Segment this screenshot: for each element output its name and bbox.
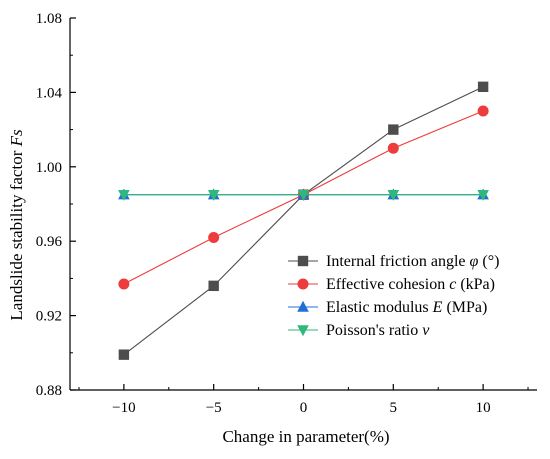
legend-label: Internal friction angle φ (°) bbox=[326, 253, 499, 270]
y-axis-title-text: Landslide stability factor bbox=[7, 146, 26, 320]
legend-text: Internal friction angle bbox=[326, 253, 470, 270]
data-point bbox=[477, 81, 489, 93]
x-axis-title: Change in parameter(%) bbox=[222, 427, 389, 446]
y-tick-label: 1.08 bbox=[36, 11, 62, 27]
x-tick-label: 0 bbox=[300, 400, 308, 416]
legend-symbol: v bbox=[422, 322, 430, 339]
y-axis-title-symbol: Fs bbox=[7, 129, 26, 147]
legend-text: Elastic modulus bbox=[326, 299, 433, 316]
legend-label: Poisson's ratio v bbox=[326, 322, 430, 339]
data-point bbox=[118, 190, 130, 201]
legend-symbol: c bbox=[449, 276, 456, 293]
data-point bbox=[208, 280, 219, 292]
legend-item: Poisson's ratio v bbox=[288, 322, 430, 339]
x-tick-label: 10 bbox=[476, 400, 491, 416]
data-point bbox=[387, 142, 399, 154]
legend-label: Elastic modulus E (MPa) bbox=[326, 299, 487, 316]
legend-item: Internal friction angle φ (°) bbox=[288, 253, 499, 270]
legend-label: Effective cohesion c (kPa) bbox=[326, 276, 495, 293]
legend-marker bbox=[297, 255, 309, 267]
legend-marker bbox=[297, 325, 309, 337]
y-tick-label: 0.88 bbox=[36, 383, 62, 399]
data-point bbox=[207, 190, 220, 201]
data-point bbox=[297, 190, 310, 201]
legend-text: (MPa) bbox=[442, 299, 487, 316]
data-point bbox=[388, 124, 399, 135]
legend-symbol: φ bbox=[470, 253, 479, 270]
data-point bbox=[387, 190, 400, 201]
x-tick-label: −10 bbox=[112, 400, 135, 416]
legend-item: Elastic modulus E (MPa) bbox=[288, 299, 487, 316]
y-tick-label: 1.04 bbox=[36, 85, 63, 101]
legend-text: Effective cohesion bbox=[326, 276, 449, 293]
x-tick-label: −5 bbox=[206, 400, 222, 416]
legend-symbol: E bbox=[432, 299, 443, 316]
legend-text: (kPa) bbox=[456, 276, 495, 293]
series-4 bbox=[118, 190, 489, 201]
axes: 0.88 0.92 0.96 1.00 1.04 1.08 −10 −5 0 5 10 bbox=[36, 11, 537, 416]
data-point bbox=[477, 105, 489, 117]
data-point bbox=[208, 231, 220, 243]
y-tick-label: 0.96 bbox=[36, 234, 63, 250]
y-axis-title: Landslide stability factor Fs bbox=[7, 129, 26, 321]
data-point bbox=[118, 349, 130, 360]
legend-text: (°) bbox=[478, 253, 499, 270]
chart-marks bbox=[118, 81, 489, 360]
legend: Internal friction angle φ (°) Effective c… bbox=[288, 253, 499, 339]
x-tick-label: 5 bbox=[390, 400, 398, 416]
data-point bbox=[477, 190, 489, 201]
legend-marker bbox=[297, 300, 309, 312]
data-point bbox=[118, 278, 130, 290]
legend-text: Poisson's ratio bbox=[326, 322, 422, 339]
legend-item: Effective cohesion c (kPa) bbox=[288, 276, 495, 293]
series-1 bbox=[118, 81, 489, 360]
y-tick-label: 0.92 bbox=[36, 309, 62, 325]
legend-marker bbox=[297, 278, 309, 290]
y-tick-label: 1.00 bbox=[36, 160, 62, 176]
